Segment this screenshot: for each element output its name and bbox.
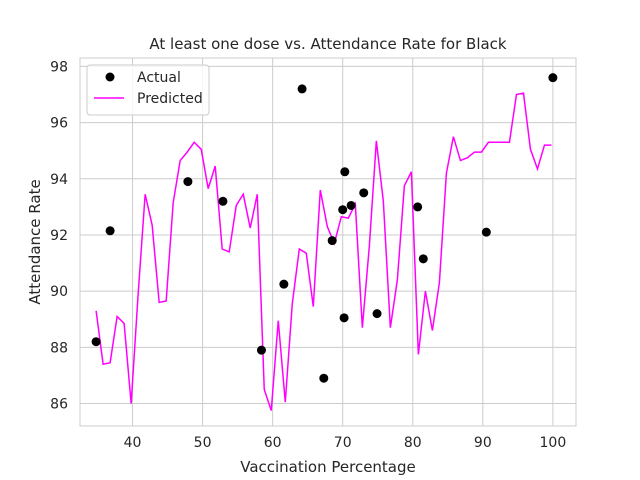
actual-point <box>319 373 329 383</box>
x-tick-label: 60 <box>264 435 282 451</box>
actual-point <box>372 309 382 319</box>
chart-title: At least one dose vs. Attendance Rate fo… <box>149 35 507 53</box>
actual-point <box>340 167 350 177</box>
predicted-series-line <box>95 92 552 411</box>
x-tick-labels: 40 50 60 70 80 90 100 <box>124 435 567 451</box>
grid <box>80 58 576 426</box>
actual-point <box>91 337 101 347</box>
legend-predicted-label: Predicted <box>137 91 203 107</box>
y-tick-labels: 86 88 90 92 94 96 98 <box>50 59 68 412</box>
actual-point <box>183 177 193 187</box>
y-tick-label: 96 <box>50 116 68 132</box>
x-tick-label: 80 <box>404 435 422 451</box>
actual-point <box>338 205 348 215</box>
actual-point <box>327 236 337 246</box>
actual-point <box>256 345 266 355</box>
y-axis-label: Attendance Rate <box>26 179 44 304</box>
x-tick-label: 70 <box>334 435 352 451</box>
x-tick-label: 40 <box>124 435 142 451</box>
actual-point <box>359 188 369 198</box>
actual-point <box>279 279 289 289</box>
plot-frame <box>79 57 577 427</box>
x-axis-label: Vaccination Percentage <box>240 458 416 476</box>
actual-point <box>346 200 356 210</box>
actual-point <box>548 73 558 83</box>
x-tick-label: 90 <box>474 435 492 451</box>
actual-point <box>413 202 423 212</box>
actual-point <box>339 313 349 323</box>
y-tick-label: 94 <box>50 172 68 188</box>
x-tick-label: 100 <box>540 435 567 451</box>
legend-box <box>86 64 210 116</box>
actual-point <box>481 227 491 237</box>
y-tick-label: 98 <box>50 59 68 75</box>
actual-point <box>218 196 228 206</box>
legend-actual-label: Actual <box>137 70 181 86</box>
y-tick-label: 88 <box>50 340 68 356</box>
y-tick-label: 92 <box>50 228 68 244</box>
actual-point <box>418 254 428 264</box>
actual-point <box>297 84 307 94</box>
actual-series-points <box>91 73 558 383</box>
legend-actual-marker <box>105 72 115 82</box>
legend: Actual Predicted <box>86 64 210 116</box>
y-tick-label: 86 <box>50 397 68 413</box>
actual-point <box>105 226 115 236</box>
y-tick-label: 90 <box>50 284 68 300</box>
x-tick-label: 50 <box>194 435 212 451</box>
